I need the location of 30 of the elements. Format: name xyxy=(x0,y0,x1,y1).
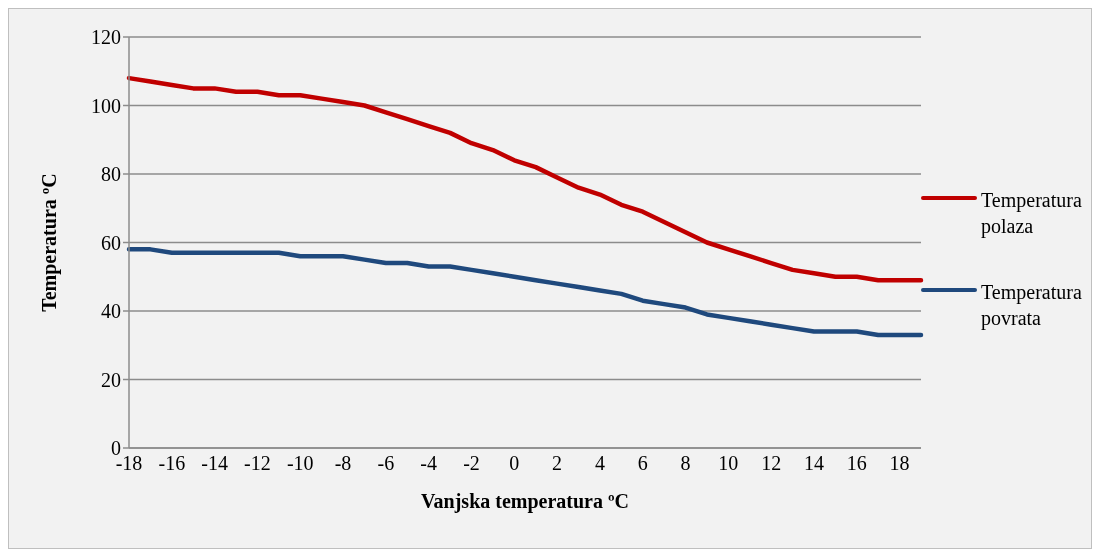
x-tick-label: -4 xyxy=(420,452,438,475)
x-tick-label: 4 xyxy=(594,452,605,475)
y-tick-label: 80 xyxy=(101,163,121,186)
x-tick-label: 2 xyxy=(552,452,563,475)
x-tick-label: -16 xyxy=(158,452,186,475)
y-tick-label: 100 xyxy=(91,94,121,117)
x-tick-label: 8 xyxy=(680,452,691,475)
y-tick-label: 60 xyxy=(101,231,121,254)
y-axis-title: Temperatura ºC xyxy=(38,173,62,312)
line-series xyxy=(126,247,924,338)
x-tick-label: -14 xyxy=(201,452,228,475)
legend-label: Temperatura povrata xyxy=(981,279,1082,331)
x-tick-label: 10 xyxy=(718,452,739,475)
legend-label: Temperatura polaza xyxy=(981,187,1082,239)
x-tick-label: 12 xyxy=(761,452,782,475)
x-tick-label: -2 xyxy=(463,452,480,475)
x-tick-label: -10 xyxy=(286,452,314,475)
x-tick-label: 18 xyxy=(889,452,910,475)
x-tick-label: -8 xyxy=(334,452,352,475)
x-axis-title: Vanjska temperatura ºC xyxy=(420,490,630,513)
y-tick-label: 40 xyxy=(101,300,121,323)
x-tick-label: 0 xyxy=(509,452,520,475)
x-tick-label: -12 xyxy=(244,452,271,475)
y-tick-label: 120 xyxy=(91,26,121,49)
x-tick-label: 16 xyxy=(846,452,867,475)
x-tick-label: -6 xyxy=(377,452,395,475)
y-tick-label: 20 xyxy=(101,368,121,391)
line-series xyxy=(126,75,924,283)
x-tick-label: 6 xyxy=(637,452,648,475)
x-tick-label: 14 xyxy=(803,452,824,475)
